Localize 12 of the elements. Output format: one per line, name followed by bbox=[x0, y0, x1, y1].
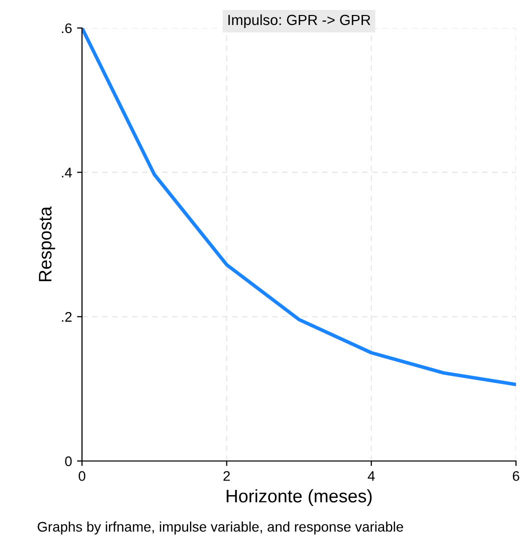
x-tick-label: 4 bbox=[368, 471, 375, 481]
x-tick-label: 0 bbox=[78, 471, 86, 481]
y-tick-label: .6 bbox=[62, 23, 72, 34]
text: Graphs by irfname, impulse variable, and response variable bbox=[38, 522, 404, 534]
x-tick-label: 6 bbox=[512, 471, 520, 481]
x-axis-title: Horizonte (meses) bbox=[226, 489, 372, 506]
y-tick-label: 0 bbox=[65, 456, 72, 466]
x-tick-label: 2 bbox=[224, 471, 230, 481]
chart-title: Impulso: GPR -> GPR bbox=[228, 14, 370, 28]
y-axis-title: Resposta bbox=[38, 206, 56, 282]
y-tick-label: .2 bbox=[62, 312, 72, 322]
y-tick-label: .4 bbox=[62, 168, 72, 178]
